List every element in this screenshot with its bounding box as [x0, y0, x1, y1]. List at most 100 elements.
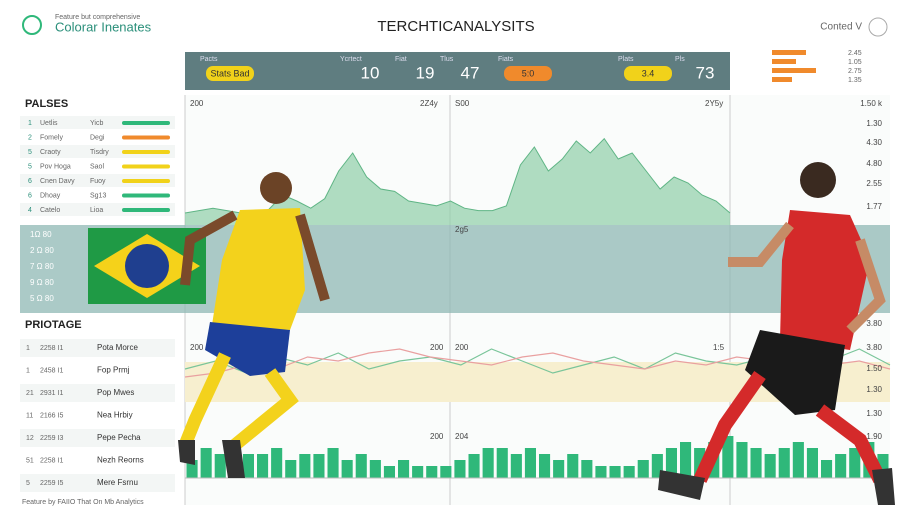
row-name: Catelo — [40, 207, 60, 214]
row-name: Pov Hoga — [40, 163, 71, 170]
row-bg — [20, 384, 175, 402]
row-num: 12 — [26, 435, 34, 442]
axis-label: 3.80 — [866, 343, 882, 352]
row-bg — [20, 474, 175, 492]
stat-pill — [206, 66, 254, 81]
bar — [877, 454, 889, 478]
row-bg — [20, 406, 175, 425]
bar — [835, 454, 847, 478]
row-num: 4 — [28, 207, 32, 214]
row-code: 2259 I5 — [40, 480, 63, 487]
bar — [764, 454, 776, 478]
row-num: 6 — [28, 178, 32, 185]
mini-bar — [772, 77, 792, 82]
row-bar — [122, 179, 170, 183]
bar — [567, 454, 579, 478]
row-num: 5 — [26, 480, 30, 487]
stat-label: Pacts — [200, 56, 218, 63]
bar — [214, 454, 226, 478]
bar — [722, 436, 734, 478]
row-bar — [122, 208, 170, 212]
row-num: 1 — [26, 345, 30, 352]
axis-label: 1.77 — [866, 202, 882, 211]
logo-icon — [22, 15, 42, 35]
bar — [200, 448, 212, 478]
row-num: 11 — [26, 412, 33, 419]
bar — [341, 460, 353, 478]
bar — [482, 448, 494, 478]
row-bg — [20, 339, 175, 357]
row-num: 1 — [28, 120, 32, 127]
row-code: 2458 I1 — [40, 367, 63, 374]
row-code: 2166 I5 — [40, 412, 63, 419]
bar — [623, 466, 635, 478]
bar — [327, 448, 339, 478]
bar — [778, 448, 790, 478]
account[interactable]: Conted V — [820, 22, 862, 33]
bar — [849, 448, 861, 478]
stat-pill — [504, 66, 552, 81]
bar — [186, 460, 198, 478]
axis-label: 1.30 — [866, 119, 882, 128]
mini-label: 2.45 — [848, 50, 862, 57]
stat-pill — [624, 66, 672, 81]
chart-label: 2Y5y — [705, 99, 723, 108]
axis-label: 3.80 — [866, 319, 882, 328]
row-bar — [122, 193, 170, 198]
bar — [355, 454, 367, 478]
row-bar — [122, 150, 170, 154]
shorts — [745, 330, 845, 415]
bar — [609, 466, 621, 478]
row-name: Fomely — [40, 134, 63, 141]
bar — [524, 448, 536, 478]
row-team: Tisdry — [90, 149, 109, 156]
row-name: Nea Hrbiy — [97, 411, 133, 420]
band-row: 5 Ω 80 — [30, 294, 54, 303]
chart-label: S00 — [455, 99, 470, 108]
stat-value: 73 — [696, 63, 715, 82]
bar — [821, 460, 833, 478]
band-row: 9 Ω 80 — [30, 278, 54, 287]
bar — [553, 460, 565, 478]
row-team: Saol — [90, 163, 104, 170]
stat-label: Ycrtect — [340, 56, 362, 63]
bar — [454, 460, 466, 478]
area-fill — [185, 138, 730, 225]
mini-label: 2.75 — [848, 68, 862, 75]
stat-value: 3.4 — [642, 68, 655, 78]
boots — [178, 440, 245, 478]
axis-label: 4.80 — [866, 159, 882, 168]
stat-value: 5:0 — [522, 68, 535, 78]
shirt — [780, 210, 870, 350]
row-num: 6 — [28, 192, 32, 199]
bar — [581, 460, 593, 478]
row-bg — [20, 203, 175, 216]
chart-label: 200 — [190, 99, 204, 108]
bar — [595, 466, 607, 478]
band-row: 2 Ω 80 — [30, 246, 54, 255]
logo: Colorar Inenates — [55, 19, 152, 34]
bar — [285, 460, 297, 478]
bar — [665, 448, 677, 478]
row-num: 1 — [26, 367, 30, 374]
row-bg — [20, 451, 175, 470]
bar — [257, 454, 269, 478]
row-bg — [20, 145, 175, 158]
chart-label: 2Z4y — [420, 99, 438, 108]
bar — [271, 448, 283, 478]
account-icon — [868, 17, 888, 37]
stat-label: Pls — [675, 56, 685, 63]
row-team: Sg13 — [90, 192, 106, 199]
mini-bar — [772, 68, 816, 73]
chart-label: 1:5 — [713, 343, 725, 352]
priority-title: PRIOTAGE — [25, 319, 82, 331]
row-num: 2 — [28, 134, 32, 141]
bar — [242, 454, 254, 478]
bar — [510, 454, 522, 478]
stat-label: Fiat — [395, 56, 407, 63]
row-num: 21 — [26, 390, 34, 397]
bar — [792, 442, 804, 478]
player-right — [658, 162, 895, 505]
row-bar — [122, 121, 170, 125]
